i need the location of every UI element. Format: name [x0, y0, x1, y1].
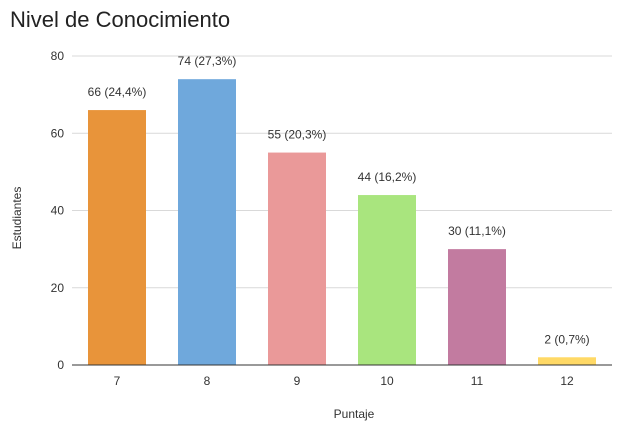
data-label: 44 (16,2%) [358, 170, 417, 184]
y-axis-ticks: 0 20 40 60 80 [51, 49, 65, 372]
x-tick-label: 7 [114, 374, 121, 388]
y-axis-label: Estudiantes [10, 187, 24, 250]
x-tick-label: 8 [204, 374, 211, 388]
y-tick-label: 40 [51, 204, 65, 218]
chart-title: Nivel de Conocimiento [10, 7, 230, 32]
bar-9 [268, 152, 326, 365]
data-label: 55 (20,3%) [268, 128, 327, 142]
x-tick-label: 12 [560, 374, 574, 388]
gridlines [72, 55, 612, 289]
x-tick-label: 10 [380, 374, 394, 388]
y-tick-label: 0 [57, 358, 64, 372]
bar-12 [538, 357, 596, 365]
data-label: 66 (24,4%) [88, 85, 147, 99]
bar-7 [88, 110, 146, 365]
x-axis-label: Puntaje [334, 407, 375, 421]
data-labels: 66 (24,4%) 74 (27,3%) 55 (20,3%) 44 (16,2%)… [88, 54, 590, 346]
bar-8 [178, 79, 236, 366]
bar-10 [358, 195, 416, 365]
data-label: 30 (11,1%) [448, 224, 506, 238]
x-tick-label: 9 [294, 374, 301, 388]
data-label: 74 (27,3%) [178, 54, 237, 68]
x-axis-ticks: 7 8 9 10 11 12 [114, 374, 574, 388]
bar-11 [448, 249, 506, 365]
y-tick-label: 60 [51, 126, 65, 140]
data-label: 2 (0,7%) [544, 332, 589, 346]
y-tick-label: 20 [51, 281, 65, 295]
bars [88, 79, 596, 366]
y-tick-label: 80 [51, 49, 65, 63]
x-tick-label: 11 [471, 374, 484, 388]
